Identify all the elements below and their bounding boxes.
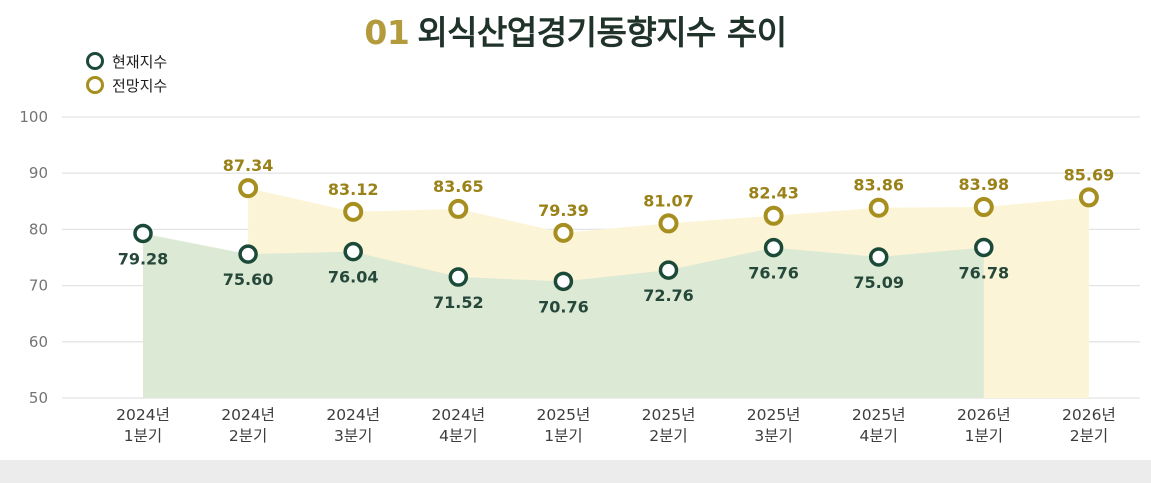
data-point-marker[interactable] (343, 201, 364, 222)
data-point-marker[interactable] (133, 223, 153, 244)
bottom-strip (0, 460, 1151, 483)
data-point-value-label: 76.04 (328, 268, 379, 287)
chart-legend: 현재지수 전망지수 (86, 50, 167, 98)
data-point-value-label: 87.34 (223, 156, 274, 175)
chart-title: 01 외식산업경기동향지수 추이 (0, 6, 1151, 54)
y-axis-tick-label: 70 (29, 277, 48, 295)
x-axis-tick-label: 2026년 2분기 (1062, 406, 1116, 445)
x-axis-tick-label: 2025년 1분기 (537, 406, 591, 445)
chart-title-number: 01 (364, 13, 410, 52)
data-point-marker[interactable] (658, 213, 679, 234)
data-point-value-label: 72.76 (643, 286, 694, 305)
data-point-marker[interactable] (763, 237, 784, 258)
x-axis-tick-label: 2024년 4분기 (431, 406, 485, 445)
y-axis-tick-label: 100 (19, 108, 48, 126)
data-point-marker[interactable] (868, 247, 889, 267)
outlook-index-marker-icon (86, 76, 104, 94)
x-axis-tick-label: 2025년 4분기 (852, 406, 906, 445)
legend-item-current: 현재지수 (86, 50, 167, 72)
data-point-value-label: 85.69 (1064, 165, 1115, 184)
data-point-value-label: 75.09 (853, 273, 904, 292)
y-axis-tick-label: 60 (29, 333, 48, 351)
data-point-value-label: 83.65 (433, 177, 484, 196)
data-point-value-label: 81.07 (643, 191, 694, 210)
data-point-marker[interactable] (553, 271, 574, 292)
x-axis-tick-label: 2024년 2분기 (221, 406, 275, 445)
data-point-marker[interactable] (1078, 187, 1099, 208)
data-point-marker[interactable] (448, 267, 469, 287)
legend-label-outlook: 전망지수 (112, 76, 168, 95)
data-point-value-label: 82.43 (748, 184, 799, 203)
data-point-value-label: 83.98 (958, 175, 1009, 194)
x-axis-tick-label: 2025년 2분기 (642, 406, 696, 445)
data-point-marker[interactable] (974, 237, 994, 258)
data-point-value-label: 83.12 (328, 180, 379, 199)
data-point-value-label: 76.78 (958, 263, 1009, 282)
trend-chart: 50 60 70 80 90 100 79.28 75.60 76.04 71.52 70.76 72… (19, 108, 1140, 445)
data-point-value-label: 70.76 (538, 297, 589, 316)
data-point-marker[interactable] (553, 222, 574, 243)
data-point-value-label: 83.86 (853, 176, 904, 195)
legend-label-current: 현재지수 (112, 52, 168, 71)
data-point-value-label: 79.39 (538, 201, 589, 220)
x-axis-tick-label: 2026년 1분기 (957, 406, 1011, 445)
x-axis-tick-label: 2025년 3분기 (747, 406, 801, 445)
y-axis-tick-label: 50 (29, 389, 48, 407)
data-point-marker[interactable] (868, 197, 889, 218)
x-axis-tick-label: 2024년 3분기 (326, 406, 380, 445)
data-point-marker[interactable] (973, 197, 994, 218)
data-point-marker[interactable] (238, 178, 259, 199)
data-point-marker[interactable] (343, 241, 363, 262)
data-point-value-label: 75.60 (223, 270, 274, 289)
data-point-value-label: 79.28 (118, 249, 169, 268)
data-point-marker[interactable] (658, 260, 679, 280)
data-point-marker[interactable] (238, 244, 258, 264)
legend-item-outlook: 전망지수 (86, 74, 167, 96)
data-point-marker[interactable] (448, 198, 469, 219)
data-point-marker[interactable] (763, 205, 784, 226)
x-axis-tick-label: 2024년 1분기 (116, 406, 170, 445)
chart-title-text: 외식산업경기동향지수 추이 (417, 13, 787, 52)
data-point-value-label: 71.52 (433, 293, 484, 312)
series-area (143, 233, 984, 398)
y-axis-tick-label: 90 (29, 164, 48, 182)
data-point-value-label: 76.76 (748, 264, 799, 283)
y-axis-tick-label: 80 (29, 220, 48, 238)
current-index-marker-icon (86, 52, 104, 70)
